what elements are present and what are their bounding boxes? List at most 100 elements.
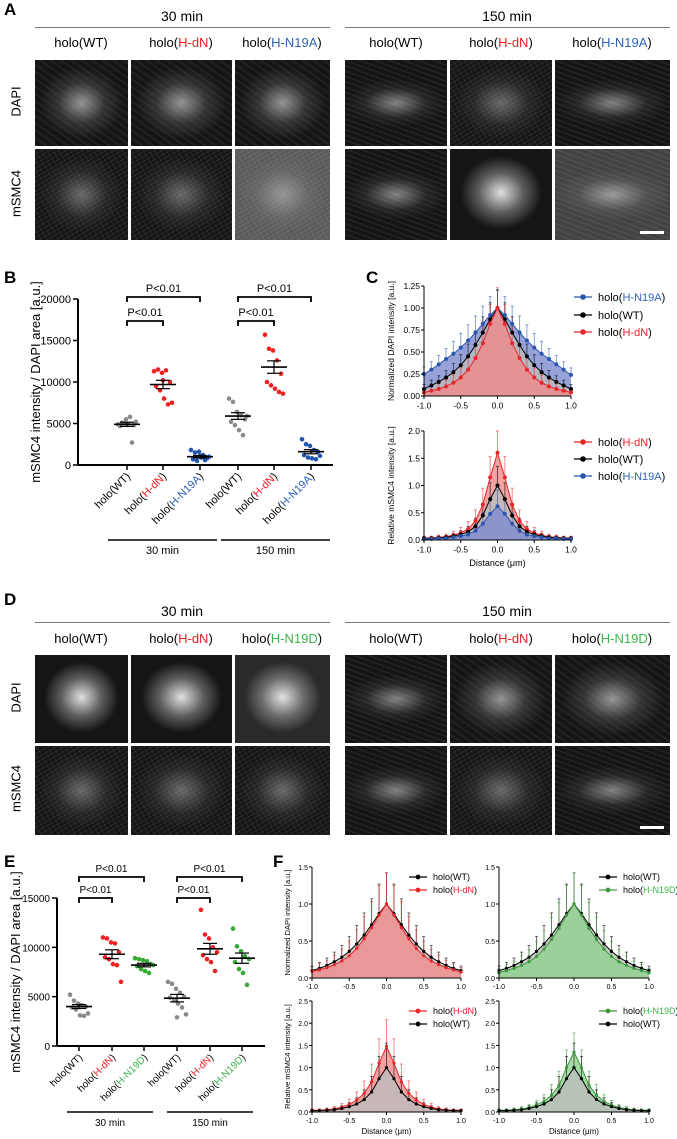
- data-point: [587, 1090, 591, 1094]
- x-tick-label: -1.0: [417, 545, 432, 555]
- significance-bracket: [237, 296, 312, 302]
- x-tick-label: -0.5: [343, 984, 355, 991]
- micrograph-msmc4-30-wt: [35, 746, 128, 835]
- data-point: [347, 1102, 351, 1107]
- data-point: [146, 970, 152, 976]
- data-point: [232, 422, 238, 428]
- data-point: [534, 954, 539, 959]
- column-label: holo(WT): [331, 35, 461, 50]
- data-point: [313, 456, 319, 462]
- legend-marker: [580, 312, 586, 318]
- column-label-suffix: ): [103, 631, 108, 646]
- micrograph-dapi-150-wt: [345, 60, 447, 146]
- x-tick-label: -0.5: [453, 545, 468, 555]
- data-point: [473, 356, 478, 361]
- data-point: [429, 367, 434, 372]
- data-point: [272, 386, 278, 391]
- y-tick-label: 5000: [47, 419, 71, 431]
- category-label-suffix: ): [75, 1052, 85, 1062]
- column-label-prefix: holo(: [369, 35, 399, 50]
- data-point: [317, 1109, 322, 1113]
- data-point: [512, 1108, 516, 1112]
- data-point: [602, 942, 606, 946]
- data-point: [632, 963, 636, 968]
- legend-marker: [415, 1008, 421, 1014]
- x-tick-label: 0.5: [607, 984, 617, 991]
- data-point: [309, 456, 315, 461]
- data-point: [517, 528, 522, 533]
- data-point: [325, 963, 329, 968]
- data-point: [355, 1102, 359, 1106]
- panel-label-c: C: [366, 268, 379, 287]
- column-label-construct: H-dN: [498, 35, 529, 50]
- legend-marker: [605, 1021, 611, 1027]
- data-point: [444, 375, 449, 380]
- data-point: [466, 354, 471, 359]
- y-tick-label: 0.5: [298, 1088, 308, 1095]
- column-label: holo(WT): [16, 35, 146, 50]
- area-fill: [424, 308, 571, 396]
- y-axis-label: mSMC4 intensity / DAPI area [a.u.]: [8, 871, 23, 1073]
- data-point: [407, 933, 411, 937]
- y-tick-label: 0.5: [408, 508, 420, 518]
- legend-label: holo(H-dN): [433, 885, 477, 895]
- time-header-30min: 30 min: [160, 603, 204, 619]
- y-tick-label: 0.5: [485, 1088, 495, 1095]
- legend-label-construct: H-N19A: [622, 471, 662, 483]
- column-label-suffix: ): [528, 35, 533, 50]
- column-label: holo(H-dN): [436, 35, 566, 50]
- data-point: [200, 952, 206, 958]
- data-point: [332, 1108, 336, 1112]
- data-point: [480, 521, 485, 526]
- x-tick-label: 1.0: [565, 401, 577, 411]
- data-point: [572, 1066, 576, 1070]
- data-point: [116, 949, 122, 955]
- column-label-prefix: holo(: [241, 631, 271, 646]
- data-point: [392, 1061, 396, 1065]
- data-point: [71, 998, 77, 1003]
- y-tick-label: 5000: [28, 993, 51, 1004]
- data-point: [429, 959, 433, 963]
- category-label-suffix: ): [206, 1052, 216, 1062]
- scale-bar: [640, 231, 664, 234]
- data-point: [579, 913, 584, 917]
- micrograph-dapi-30-wt: [35, 60, 128, 146]
- data-point: [557, 1090, 561, 1094]
- data-point: [594, 1093, 599, 1097]
- data-point: [569, 386, 573, 391]
- data-point: [524, 367, 529, 372]
- column-label-construct: WT: [398, 631, 419, 646]
- x-tick-label: 0.5: [419, 984, 429, 991]
- data-point: [480, 513, 485, 518]
- group-label: 150 min: [192, 1118, 228, 1129]
- data-point: [127, 414, 133, 420]
- p-value-label: P<0.01: [127, 307, 162, 319]
- column-label-suffix: ): [647, 35, 652, 50]
- p-value-label: P<0.01: [146, 283, 181, 295]
- data-point: [517, 518, 522, 523]
- column-label: holo(H-dN): [116, 631, 246, 646]
- y-tick-label: 1.5: [485, 865, 495, 872]
- header-divider: [35, 27, 330, 28]
- data-point: [510, 502, 515, 507]
- data-point: [488, 497, 493, 502]
- data-point: [407, 1097, 411, 1102]
- data-point: [587, 923, 591, 927]
- data-point: [473, 330, 478, 335]
- data-point: [480, 321, 485, 326]
- data-point: [557, 923, 561, 927]
- header-divider: [345, 27, 670, 28]
- data-point: [332, 963, 336, 967]
- data-point: [549, 1097, 554, 1102]
- legend-label-prefix: holo(: [623, 1006, 643, 1016]
- y-tick-label: 15000: [40, 336, 71, 348]
- data-point: [572, 902, 576, 906]
- data-point: [340, 955, 344, 959]
- data-point: [512, 963, 516, 968]
- y-tick-label: 2.0: [298, 1021, 308, 1028]
- column-label-prefix: holo(: [54, 35, 84, 50]
- column-label: holo(WT): [331, 631, 461, 646]
- data-point: [236, 427, 242, 433]
- data-point: [230, 399, 236, 405]
- data-point: [534, 949, 539, 953]
